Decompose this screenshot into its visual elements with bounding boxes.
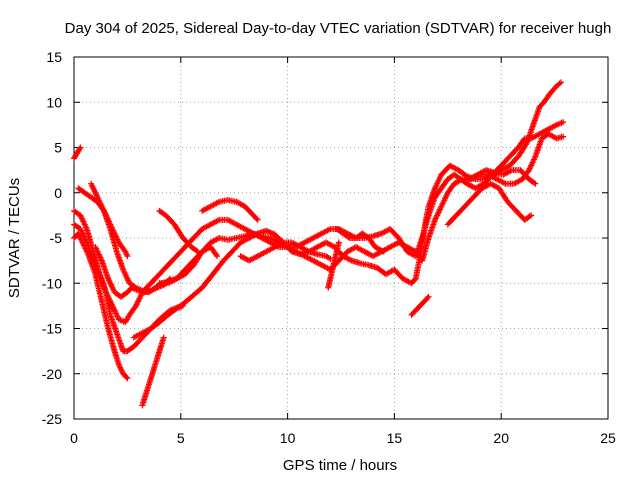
data-point	[179, 302, 186, 309]
series-8	[130, 302, 186, 341]
data-point	[380, 248, 387, 255]
series-5	[92, 244, 174, 300]
data-point	[254, 216, 261, 223]
y-tick-label: -10	[42, 275, 62, 291]
x-tick-label: 0	[70, 430, 78, 446]
data-point	[335, 239, 342, 246]
x-axis: 0 5 10 15 20 25	[70, 57, 616, 446]
data-point	[194, 248, 201, 255]
data-series-group	[71, 79, 567, 409]
x-axis-label: GPS time / hours	[283, 457, 397, 474]
data-point	[522, 141, 529, 148]
y-tick-label: -25	[42, 411, 62, 427]
x-tick-label: 15	[387, 430, 403, 446]
data-point	[424, 294, 431, 301]
data-point	[531, 179, 538, 186]
series-14	[333, 225, 387, 255]
y-tick-label: 5	[54, 140, 62, 156]
series-2	[71, 230, 131, 382]
data-point	[560, 119, 567, 126]
series-4	[75, 130, 567, 296]
data-point	[124, 253, 131, 260]
data-point	[528, 212, 535, 219]
data-point	[425, 293, 432, 300]
series-15	[408, 293, 432, 318]
series-6	[88, 180, 131, 260]
data-point	[558, 79, 565, 86]
y-axis: -25 -20 -15 -10 -5 0 5 10 15	[42, 49, 608, 427]
x-tick-label: 10	[280, 430, 296, 446]
data-point	[76, 145, 83, 152]
data-point	[345, 234, 352, 241]
data-point	[77, 144, 84, 151]
series-11	[199, 196, 261, 223]
x-tick-label: 5	[177, 430, 185, 446]
x-tick-label: 25	[600, 430, 616, 446]
series-1	[71, 79, 565, 355]
series-10	[156, 207, 201, 255]
y-tick-label: 0	[54, 185, 62, 201]
data-point	[123, 374, 130, 381]
series-17	[466, 167, 539, 187]
chart-title: Day 304 of 2025, Sidereal Day-to-day VTE…	[65, 20, 612, 37]
y-tick-label: -20	[42, 366, 62, 382]
data-point	[411, 276, 418, 283]
y-tick-label: -15	[42, 321, 62, 337]
series-13	[325, 239, 342, 291]
series-0	[71, 144, 84, 162]
data-point	[160, 334, 167, 341]
y-tick-label: 15	[46, 49, 62, 65]
series-12	[237, 239, 334, 264]
y-tick-label: 10	[46, 94, 62, 110]
data-point	[124, 375, 131, 382]
series-7	[139, 334, 167, 409]
data-point	[193, 247, 200, 254]
data-point	[532, 180, 539, 187]
series-16	[444, 180, 535, 228]
data-point	[560, 133, 567, 140]
data-point	[526, 213, 533, 220]
data-point	[253, 215, 260, 222]
y-axis-label: SDTVAR / TECUs	[6, 178, 23, 298]
series-9	[156, 244, 221, 287]
y-tick-label: -5	[50, 230, 63, 246]
x-tick-label: 20	[493, 430, 509, 446]
data-point	[213, 251, 220, 258]
data-point	[214, 253, 221, 260]
